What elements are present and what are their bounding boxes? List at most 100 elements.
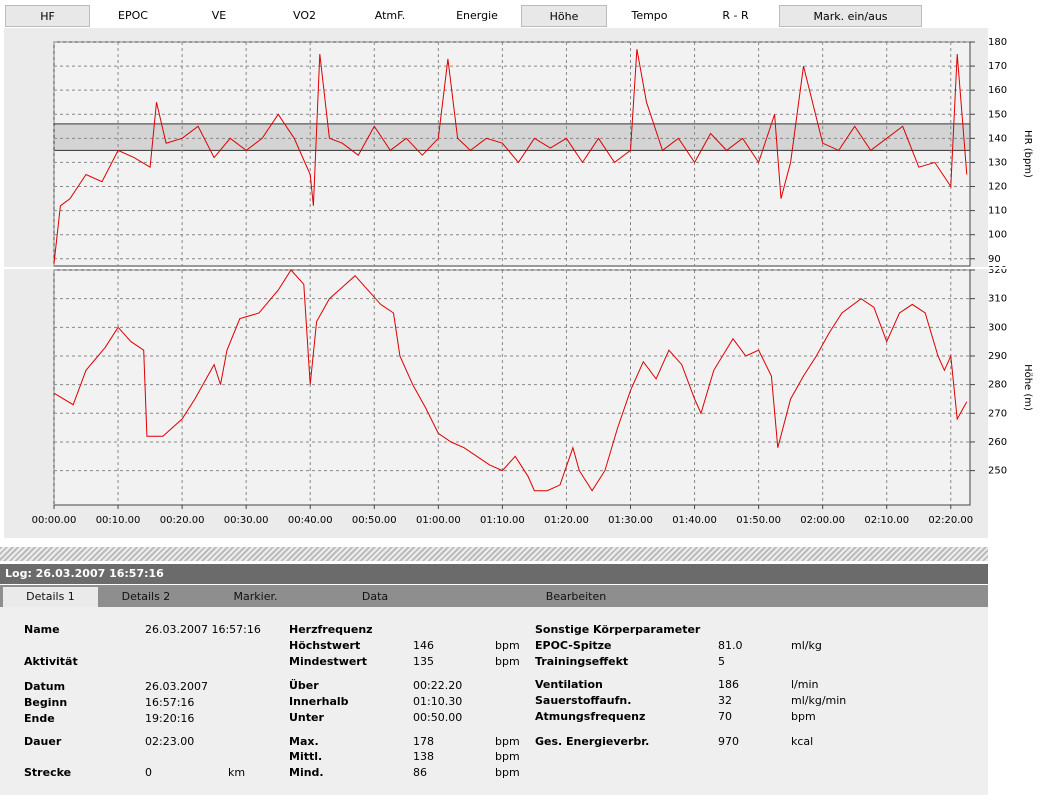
field-unit: ml/kg (791, 639, 822, 652)
field-unit: km (228, 766, 246, 779)
tab[interactable]: VE (211, 9, 227, 22)
field-value: 26.03.2007 16:57:16 (145, 623, 261, 636)
tab[interactable]: AtmF. (374, 9, 406, 22)
y-tick-label: 250 (988, 466, 1007, 477)
x-tick-label: 01:00.00 (416, 515, 461, 526)
field-unit: kcal (791, 735, 814, 748)
x-tick-label: 01:30.00 (608, 515, 653, 526)
x-tick-label: 00:40.00 (288, 515, 333, 526)
y-tick-label: 270 (988, 408, 1007, 419)
x-tick-label: 00:00.00 (32, 515, 77, 526)
field-unit: bpm (791, 710, 816, 723)
x-tick-label: 01:40.00 (672, 515, 717, 526)
field-value: 178 (413, 735, 434, 748)
field-unit: bpm (495, 655, 520, 668)
field-value: 81.0 (718, 639, 743, 652)
field-label: Ventilation (535, 678, 603, 691)
line-series (53, 49, 968, 264)
field-label: Sauerstoffaufn. (535, 694, 632, 707)
y-tick-label: 120 (988, 182, 1007, 193)
field-value: 19:20:16 (145, 712, 195, 725)
detail-tabs: Details 1 Details 2 Markier. Data Bearbeiten (0, 585, 988, 607)
tab[interactable]: EPOC (118, 9, 148, 22)
field-value: 02:23.00 (145, 735, 195, 748)
line-series (53, 269, 968, 492)
field-label: Aktivität (24, 655, 78, 668)
field-value: 16:57:16 (145, 696, 195, 709)
details-panel: Name 26.03.2007 16:57:16 Aktivität Datum 26.… (0, 607, 988, 795)
tab[interactable]: Tempo (631, 9, 668, 22)
field-value: 32 (718, 694, 732, 707)
field-value: 0 (145, 766, 152, 779)
field-label: Datum (24, 680, 66, 693)
tab[interactable]: Höhe (521, 5, 607, 27)
x-tick-label: 01:20.00 (544, 515, 589, 526)
tab[interactable]: Mark. ein/aus (779, 5, 922, 27)
y-axis-title: HR (bpm) (1022, 130, 1033, 178)
field-value: 135 (413, 655, 434, 668)
field-label: Innerhalb (289, 695, 349, 708)
axis-background (988, 28, 1051, 538)
plot-area (53, 269, 971, 506)
y-tick-label: 160 (988, 85, 1007, 96)
x-tick-label: 01:10.00 (480, 515, 525, 526)
field-label: Atmungsfrequenz (535, 710, 646, 723)
field-value: 86 (413, 766, 427, 779)
tab[interactable]: Markier. (233, 590, 278, 603)
splitter[interactable] (0, 547, 988, 561)
x-tick-label: 00:20.00 (160, 515, 205, 526)
field-label: Mind. (289, 766, 324, 779)
field-label: EPOC-Spitze (535, 639, 612, 652)
field-value: 970 (718, 735, 739, 748)
section-title: Sonstige Körperparameter (535, 623, 701, 636)
y-tick-label: 100 (988, 230, 1007, 241)
tab[interactable]: Bearbeiten (545, 590, 607, 603)
tab[interactable]: HF (5, 5, 90, 27)
tab[interactable]: Details 2 (121, 590, 171, 603)
field-label: Höchstwert (289, 639, 361, 652)
field-unit: ml/kg/min (791, 694, 847, 707)
charts: 90 100 110 120 130 140 150 160 170 180 HR (bpm) 250… (4, 28, 1051, 538)
x-tick-label: 02:00.00 (800, 515, 845, 526)
field-value: 00:22.20 (413, 679, 463, 692)
log-header: Log: 26.03.2007 16:57:16 (0, 564, 988, 584)
y-tick-label: 140 (988, 133, 1007, 144)
y-tick-label: 300 (988, 322, 1007, 333)
tab[interactable]: Energie (456, 9, 498, 22)
field-label: Unter (289, 711, 324, 724)
y-tick-label: 90 (988, 254, 1001, 265)
field-value: 5 (718, 655, 725, 668)
tab[interactable]: VO2 (293, 9, 316, 22)
field-unit: bpm (495, 766, 520, 779)
field-label: Ges. Energieverbr. (535, 735, 650, 748)
tab[interactable]: Data (361, 590, 389, 603)
y-tick-label: 170 (988, 61, 1007, 72)
field-unit: bpm (495, 750, 520, 763)
y-tick-label: 110 (988, 206, 1007, 217)
section-title: Herzfrequenz (289, 623, 373, 636)
field-label: Mittl. (289, 750, 323, 763)
y-tick-label: 320 (988, 265, 1007, 276)
field-label: Name (24, 623, 60, 636)
x-tick-label: 00:50.00 (352, 515, 397, 526)
field-unit: l/min (791, 678, 819, 691)
field-unit: bpm (495, 735, 520, 748)
field-label: Max. (289, 735, 319, 748)
field-label: Mindestwert (289, 655, 367, 668)
field-value: 01:10.30 (413, 695, 463, 708)
field-label: Über (289, 679, 319, 692)
y-tick-label: 290 (988, 351, 1007, 362)
field-value: 186 (718, 678, 739, 691)
x-tick-label: 02:20.00 (928, 515, 973, 526)
field-value: 26.03.2007 (145, 680, 208, 693)
tab[interactable]: Details 1 (3, 587, 98, 607)
x-tick-label: 00:30.00 (224, 515, 269, 526)
x-tick-label: 02:10.00 (864, 515, 909, 526)
y-tick-label: 180 (988, 37, 1007, 48)
tab[interactable]: R - R (722, 9, 749, 22)
field-label: Trainingseffekt (535, 655, 629, 668)
field-label: Dauer (24, 735, 62, 748)
field-value: 00:50.00 (413, 711, 463, 724)
y-axis-title: Höhe (m) (1022, 364, 1033, 411)
